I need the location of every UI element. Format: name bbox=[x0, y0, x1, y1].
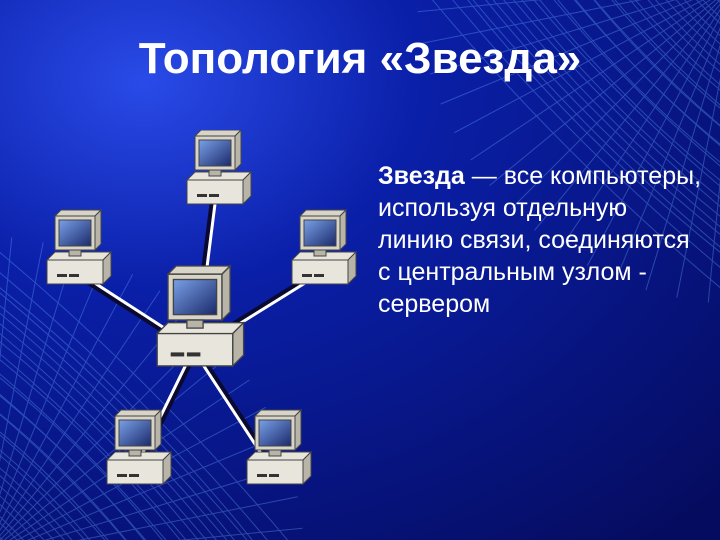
computer-icon bbox=[187, 130, 251, 204]
diagram-svg bbox=[20, 130, 380, 510]
computer-icon bbox=[247, 410, 311, 484]
star-topology-diagram bbox=[20, 130, 380, 510]
slide: Топология «Звезда» Звезда — все компьюте… bbox=[0, 0, 720, 540]
computer-icon bbox=[157, 266, 243, 366]
description-text: Звезда — все компьютеры, используя отдел… bbox=[378, 160, 708, 320]
computer-icon bbox=[47, 210, 111, 284]
computer-icon bbox=[107, 410, 171, 484]
page-title: Топология «Звезда» bbox=[0, 34, 720, 84]
computer-icon bbox=[292, 210, 356, 284]
description-bold: Звезда bbox=[378, 162, 465, 190]
